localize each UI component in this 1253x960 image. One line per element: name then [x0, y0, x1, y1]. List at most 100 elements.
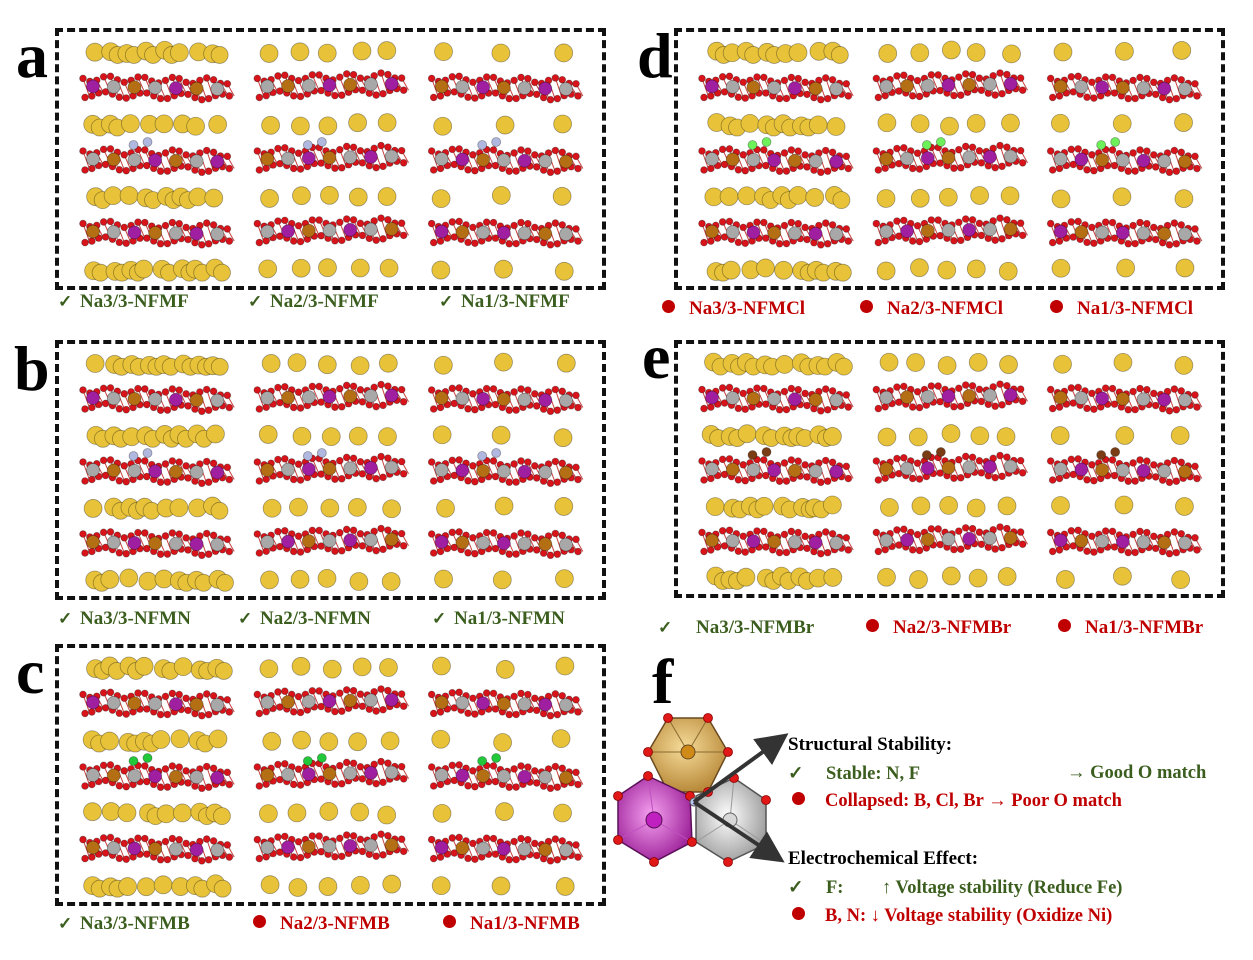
sodium-atom	[138, 571, 158, 591]
transition-metal-atom	[1178, 536, 1192, 550]
transition-metal-atom	[434, 695, 449, 710]
oxygen-atom	[734, 166, 743, 174]
oxygen-atom	[996, 451, 1004, 460]
oxygen-atom	[915, 237, 924, 246]
oxygen-atom	[977, 159, 986, 167]
oxygen-atom	[1129, 459, 1137, 467]
dopant-atom	[316, 137, 327, 147]
oxygen-atom	[881, 474, 890, 483]
oxygen-atom	[296, 708, 305, 717]
oxygen-atom	[821, 146, 830, 155]
sodium-atom	[552, 186, 572, 206]
sodium-atom	[170, 729, 190, 749]
oxygen-atom	[342, 142, 351, 151]
oxygen-atom	[915, 475, 924, 483]
oxygen-atom	[881, 91, 890, 100]
oxygen-atom	[253, 458, 262, 466]
oxygen-atom	[384, 526, 392, 534]
oxygen-atom	[336, 145, 344, 154]
oxygen-atom	[1170, 385, 1179, 393]
dopant-atom	[747, 450, 758, 460]
oxygen-atom	[469, 694, 477, 703]
oxygen-atom	[253, 835, 262, 844]
oxygen-atom	[1193, 403, 1201, 411]
oxygen-atom	[1108, 218, 1117, 227]
oxygen-atom	[553, 239, 562, 248]
oxygen-atom	[572, 152, 580, 161]
transition-metal-atom	[260, 695, 275, 710]
sodium-atom	[100, 570, 120, 589]
oxygen-atom	[1124, 94, 1133, 103]
transition-metal-atom	[920, 389, 935, 404]
sodium-atom	[910, 258, 929, 278]
oxygen-atom	[955, 384, 963, 393]
sodium-atom	[317, 43, 337, 63]
oxygen-atom	[349, 832, 358, 840]
oxygen-atom	[101, 160, 110, 169]
oxygen-atom	[79, 690, 87, 699]
oxygen-atom	[741, 476, 750, 485]
transition-metal-atom	[725, 225, 740, 239]
oxygen-atom	[115, 709, 124, 718]
oxygen-atom	[79, 458, 87, 466]
oxygen-atom	[1108, 384, 1117, 393]
oxygen-atom	[342, 525, 351, 534]
oxygen-atom	[977, 397, 986, 406]
oxygen-atom	[955, 527, 963, 535]
metal-oxygen-bond	[548, 225, 556, 246]
oxygen-atom	[482, 384, 491, 393]
oxygen-atom	[161, 76, 170, 85]
oxygen-atom	[223, 463, 232, 472]
dopant-atom	[1110, 447, 1121, 457]
oxygen-atom	[505, 94, 514, 103]
panel-label-f: f	[652, 646, 674, 717]
transition-metal-atom	[364, 532, 378, 547]
oxygen-atom	[225, 164, 234, 173]
oxygen-atom	[915, 165, 924, 173]
oxygen-atom	[828, 458, 837, 467]
oxygen-atom	[429, 405, 438, 413]
oxygen-atom	[936, 469, 944, 477]
metal-oxygen-bond	[548, 768, 556, 789]
transition-metal-atom	[301, 390, 316, 405]
metal-oxygen-bond	[1167, 462, 1175, 483]
oxygen-atom	[163, 783, 172, 791]
oxygen-atom	[1165, 241, 1174, 249]
oxygen-atom	[296, 237, 305, 246]
oxygen-atom	[574, 475, 582, 484]
oxygen-atom	[1191, 225, 1199, 233]
oxygen-atom	[532, 402, 541, 410]
transition-metal-atom	[829, 154, 844, 169]
oxygen-atom	[1018, 158, 1027, 167]
panel-label-d: d	[637, 20, 673, 91]
sodium-atom	[877, 567, 896, 587]
transition-metal-atom	[496, 225, 511, 240]
sodium-atom	[261, 115, 280, 135]
oxygen-atom	[464, 166, 472, 174]
oxygen-atom	[349, 526, 358, 535]
oxygen-atom	[551, 385, 560, 394]
oxygen-atom	[936, 86, 944, 95]
transition-metal-atom	[301, 151, 316, 166]
oxygen-atom	[317, 398, 325, 406]
caption-c-2: Na2/3-NFMB	[253, 913, 390, 935]
oxygen-atom	[524, 458, 532, 466]
oxygen-atom	[1069, 470, 1078, 479]
oxygen-atom	[436, 475, 445, 484]
oxygen-atom	[908, 164, 917, 173]
oxygen-atom	[762, 89, 770, 97]
oxygen-atom	[900, 71, 908, 80]
sodium-atom	[433, 355, 453, 375]
oxygen-atom	[175, 74, 184, 83]
sodium-atom	[260, 189, 279, 208]
oxygen-atom	[1108, 527, 1117, 536]
oxygen-atom	[1069, 160, 1078, 169]
oxygen-atom	[209, 75, 218, 84]
oxygen-atom	[739, 151, 748, 159]
oxygen-atom	[1046, 219, 1055, 228]
transition-metal-atom	[455, 391, 470, 406]
oxygen-atom	[1055, 237, 1064, 245]
sodium-atom	[172, 803, 192, 823]
transition-metal-atom	[746, 462, 761, 477]
oxygen-atom	[182, 151, 190, 159]
